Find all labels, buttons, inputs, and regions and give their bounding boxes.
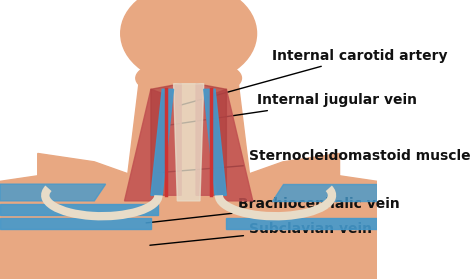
Polygon shape <box>125 89 173 201</box>
Text: Internal carotid artery: Internal carotid artery <box>180 49 447 105</box>
Polygon shape <box>173 84 204 201</box>
Polygon shape <box>204 89 227 195</box>
Polygon shape <box>151 89 173 195</box>
Polygon shape <box>0 204 158 215</box>
Polygon shape <box>125 78 253 201</box>
Polygon shape <box>204 89 253 201</box>
Polygon shape <box>38 153 339 279</box>
Circle shape <box>121 0 256 84</box>
Ellipse shape <box>136 59 241 98</box>
Polygon shape <box>151 84 181 195</box>
Polygon shape <box>0 173 377 279</box>
Polygon shape <box>272 184 377 201</box>
Polygon shape <box>166 84 181 195</box>
Text: Internal jugular vein: Internal jugular vein <box>169 93 417 125</box>
Polygon shape <box>196 84 227 195</box>
Polygon shape <box>227 218 377 229</box>
Text: Subclavian vein: Subclavian vein <box>150 222 372 245</box>
Polygon shape <box>0 184 106 201</box>
Polygon shape <box>196 84 211 195</box>
Text: Sternocleidomastoid muscle: Sternocleidomastoid muscle <box>157 149 471 173</box>
Text: Brachiocephalic vein: Brachiocephalic vein <box>146 197 400 223</box>
Polygon shape <box>0 218 151 229</box>
